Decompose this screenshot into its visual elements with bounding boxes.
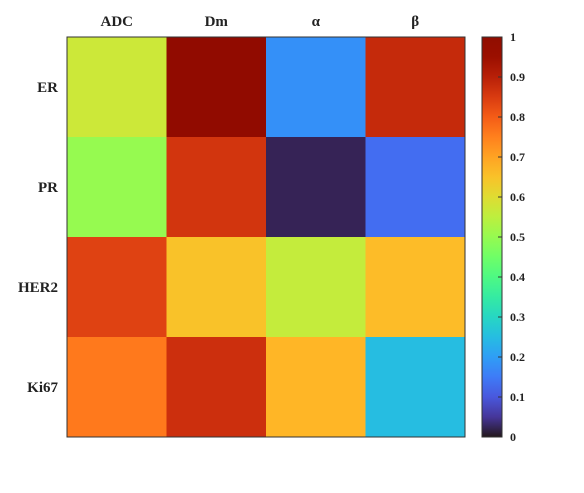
heatmap-cell-Ki67-ADC	[67, 337, 167, 438]
colorbar-tick-label: 0	[510, 430, 516, 444]
colorbar-tick-label: 0.3	[510, 310, 525, 324]
heatmap-cell-ER-α	[266, 37, 366, 138]
x-tick-label: β	[411, 14, 419, 30]
y-tick-label: HER2	[18, 280, 58, 296]
x-tick-label: α	[312, 14, 321, 30]
colorbar-ticks: 0 0.1 0.2 0.3 0.4 0.5 0.6 0.7 0.8 0.9 1	[498, 30, 525, 444]
x-tick-label: Dm	[205, 14, 229, 30]
colorbar-tick-label: 1	[510, 30, 516, 44]
colorbar-tick-label: 0.5	[510, 230, 525, 244]
heatmap-cell-Ki67-β	[365, 337, 466, 438]
y-axis-labels: ER PR HER2 Ki67	[18, 80, 59, 396]
heatmap-cell-HER2-β	[365, 237, 466, 338]
colorbar-tick-label: 0.8	[510, 110, 525, 124]
y-tick-label: PR	[38, 180, 58, 196]
plot-frame	[66, 36, 466, 438]
heatmap-cell-ER-ADC	[67, 37, 167, 138]
heatmap-cell-ER-Dm	[166, 37, 267, 138]
heatmap-cell-HER2-α	[266, 237, 366, 338]
colorbar-tick-label: 0.6	[510, 190, 525, 204]
heatmap-cell-PR-α	[266, 137, 366, 238]
x-tick-label: ADC	[101, 14, 134, 30]
colorbar-tick-label: 0.7	[510, 150, 525, 164]
y-tick-label: Ki67	[27, 380, 58, 396]
colorbar-tick-label: 0.2	[510, 350, 525, 364]
y-tick-label: ER	[37, 80, 58, 96]
heatmap-cell-PR-β	[365, 137, 466, 238]
colorbar-tick-label: 0.9	[510, 70, 525, 84]
heatmap-cells	[67, 37, 466, 438]
x-axis-labels: ADC Dm α β	[101, 14, 420, 30]
heatmap-cell-PR-Dm	[166, 137, 267, 238]
colorbar-tick-label: 0.1	[510, 390, 525, 404]
heatmap-cell-Ki67-α	[266, 337, 366, 438]
colorbar-tick-label: 0.4	[510, 270, 525, 284]
heatmap-cell-HER2-Dm	[166, 237, 267, 338]
heatmap-cell-ER-β	[365, 37, 466, 138]
heatmap-cell-HER2-ADC	[67, 237, 167, 338]
heatmap-cell-Ki67-Dm	[166, 337, 267, 438]
heatmap-cell-PR-ADC	[67, 137, 167, 238]
